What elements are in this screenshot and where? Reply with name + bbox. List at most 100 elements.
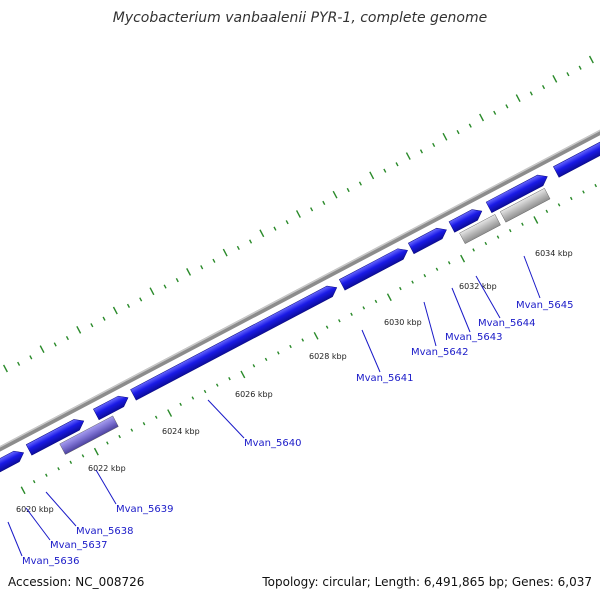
- kbp-tick: [557, 203, 561, 207]
- outer-tick: [200, 265, 204, 270]
- kbp-label-6020: 6020 kbp: [16, 505, 54, 514]
- outer-tick: [102, 316, 106, 321]
- outer-tick: [29, 355, 33, 360]
- gene-box-gray-1[interactable]: [459, 214, 501, 244]
- kbp-tick: [374, 299, 378, 304]
- kbp-tick: [264, 357, 268, 362]
- kbp-label-6022: 6022 kbp: [88, 464, 126, 473]
- kbp-tick: [435, 267, 439, 271]
- kbp-tick: [594, 183, 598, 188]
- leader-5642: [423, 301, 437, 347]
- outer-tick: [358, 181, 362, 186]
- kbp-tick: [582, 190, 585, 194]
- gene-arrow-fwd-5[interactable]: [407, 224, 449, 255]
- gene-arrow-fwd-7[interactable]: [485, 171, 550, 214]
- gene-label-5636[interactable]: Mvan_5636: [22, 556, 79, 567]
- gene-arrow-fwd-0[interactable]: [0, 447, 26, 478]
- outer-tick-row: [2, 55, 594, 373]
- kbp-tick: [533, 216, 539, 224]
- gene-label-5644[interactable]: Mvan_5644: [478, 318, 535, 329]
- outer-tick: [126, 303, 131, 308]
- kbp-tick: [130, 428, 134, 432]
- kbp-tick: [32, 479, 36, 484]
- kbp-tick: [276, 351, 280, 355]
- accession-text: Accession: NC_008726: [8, 575, 144, 589]
- outer-tick: [2, 364, 8, 373]
- kbp-label-6034: 6034 kbp: [535, 249, 573, 258]
- kbp-label-6024: 6024 kbp: [162, 427, 200, 436]
- outer-tick: [369, 171, 375, 180]
- kbp-label-6032: 6032 kbp: [459, 282, 497, 291]
- outer-tick: [442, 132, 448, 141]
- gene-arrow-fwd-4[interactable]: [338, 245, 410, 291]
- outer-tick: [479, 113, 485, 122]
- kbp-tick: [81, 454, 85, 458]
- outer-tick: [273, 226, 277, 231]
- gene-label-5638[interactable]: Mvan_5638: [76, 526, 133, 537]
- leader-5637: [25, 507, 51, 541]
- gene-label-5639[interactable]: Mvan_5639: [116, 504, 173, 515]
- gene-label-5640[interactable]: Mvan_5640: [244, 438, 301, 449]
- outer-tick: [432, 142, 436, 148]
- outer-tick: [515, 94, 521, 103]
- kbp-tick: [460, 254, 466, 263]
- gene-labels: Mvan_5636 Mvan_5637 Mvan_5638 Mvan_5639 …: [22, 300, 573, 567]
- gene-leader-lines: [7, 255, 541, 557]
- gene-label-5643[interactable]: Mvan_5643: [445, 332, 502, 343]
- kbp-tick: [228, 377, 231, 381]
- outer-tick: [186, 268, 192, 276]
- outer-tick: [39, 345, 45, 354]
- kbp-label-6028: 6028 kbp: [309, 352, 347, 361]
- outer-tick: [295, 210, 301, 218]
- kbp-tick: [203, 389, 207, 394]
- outer-tick: [566, 72, 570, 77]
- gene-arrow-fwd-1[interactable]: [25, 416, 86, 456]
- kbp-tick: [191, 396, 195, 400]
- kbp-tick: [399, 286, 402, 291]
- kbp-tick: [496, 235, 500, 239]
- leader-5639: [95, 469, 117, 505]
- forward-strand-genes: [0, 94, 600, 478]
- gene-label-5641[interactable]: Mvan_5641: [356, 373, 413, 384]
- kbp-tick: [57, 467, 60, 471]
- outer-tick: [456, 129, 460, 135]
- outer-tick: [346, 187, 350, 193]
- outer-tick: [310, 207, 314, 212]
- gene-arrow-fwd-3[interactable]: [130, 282, 340, 401]
- kbp-tick: [154, 415, 158, 419]
- outer-tick: [139, 297, 143, 302]
- gene-arrow-fwd-2[interactable]: [93, 392, 130, 421]
- outer-tick: [222, 248, 228, 257]
- gene-arrow-fwd-8[interactable]: [553, 94, 600, 178]
- leader-5638: [45, 491, 77, 527]
- outer-tick: [588, 55, 594, 64]
- gene-box-gray-2[interactable]: [499, 188, 551, 223]
- outer-tick: [76, 325, 82, 334]
- kbp-tick: [179, 402, 182, 407]
- leader-5644: [475, 275, 501, 319]
- kbp-tick: [545, 209, 549, 213]
- kbp-tick: [362, 306, 366, 310]
- outer-tick: [395, 162, 399, 167]
- outer-tick: [149, 287, 155, 296]
- outer-tick: [405, 152, 411, 160]
- outer-tick: [468, 123, 472, 128]
- outer-tick: [248, 239, 253, 244]
- kbp-tick: [45, 473, 48, 477]
- gene-arrow-fwd-6[interactable]: [448, 206, 485, 233]
- outer-tick: [383, 168, 387, 173]
- gene-box-purple[interactable]: [59, 415, 119, 455]
- outer-tick: [285, 220, 289, 225]
- gene-label-5637[interactable]: Mvan_5637: [50, 540, 107, 551]
- kbp-tick: [484, 241, 488, 246]
- gene-label-5642[interactable]: Mvan_5642: [411, 347, 468, 358]
- kbp-tick: [508, 228, 512, 233]
- kbp-tick: [569, 196, 573, 201]
- leader-5643: [451, 287, 471, 333]
- outer-tick: [552, 74, 558, 83]
- kbp-tick: [350, 312, 353, 316]
- kbp-tick: [386, 293, 392, 302]
- gene-label-5645[interactable]: Mvan_5645: [516, 300, 573, 311]
- outer-tick: [17, 361, 21, 366]
